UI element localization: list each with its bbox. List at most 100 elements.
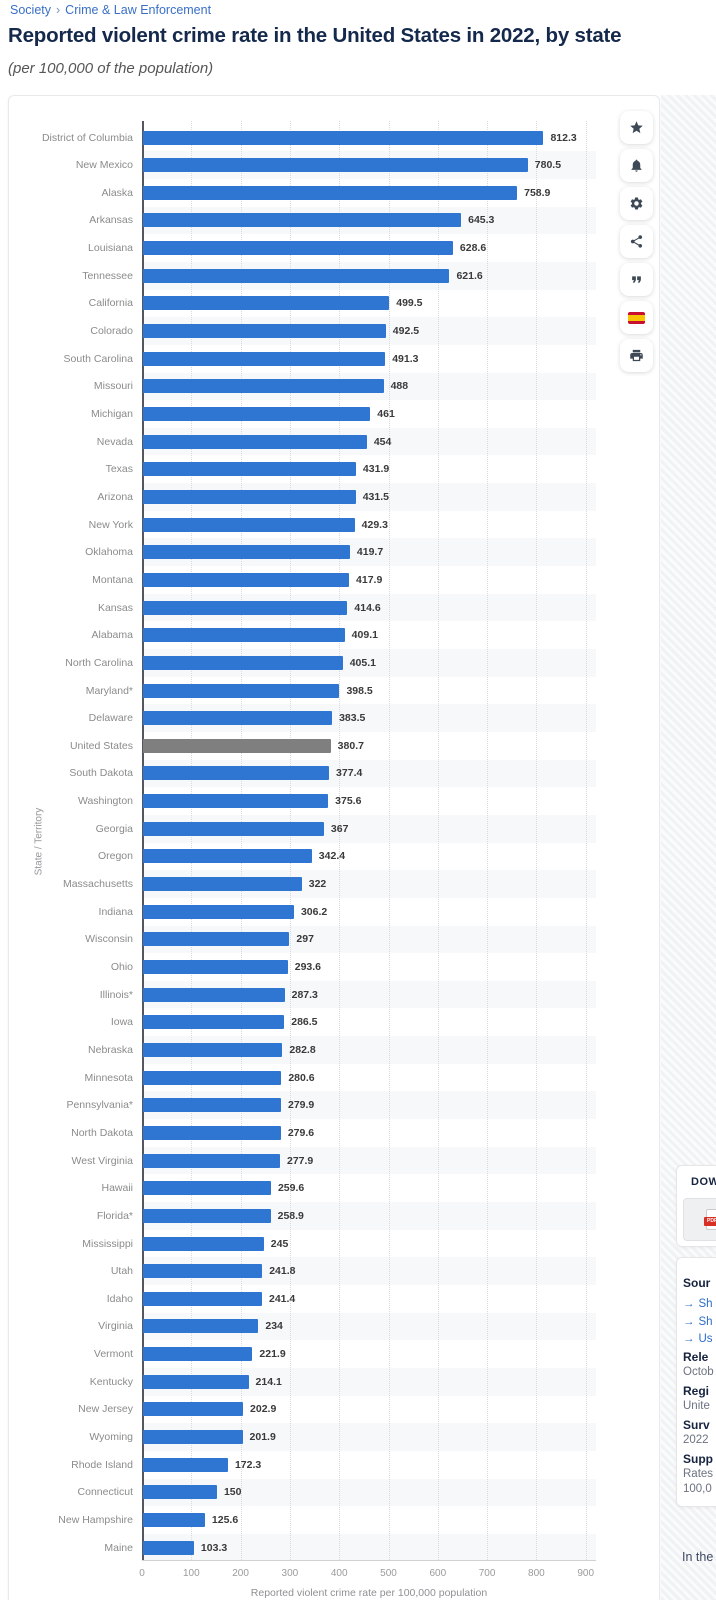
favorite-button[interactable] bbox=[620, 111, 653, 144]
bar-virginia[interactable] bbox=[143, 1319, 259, 1334]
category-label: South Carolina bbox=[63, 352, 133, 365]
detail-section-heading: Supp bbox=[683, 1452, 713, 1466]
bar-ohio[interactable] bbox=[143, 960, 288, 974]
bar-hawaii[interactable] bbox=[143, 1181, 271, 1196]
bar-indiana[interactable] bbox=[143, 904, 294, 919]
bar-kansas[interactable] bbox=[143, 600, 348, 615]
bar-wisconsin[interactable] bbox=[143, 932, 290, 947]
category-label: Minnesota bbox=[84, 1071, 133, 1084]
bar-north-carolina[interactable] bbox=[143, 655, 343, 670]
category-label: New Hampshire bbox=[58, 1514, 133, 1526]
bar-vermont[interactable] bbox=[143, 1347, 253, 1362]
category-label: Florida* bbox=[96, 1209, 133, 1222]
bar-south-carolina[interactable] bbox=[143, 351, 386, 366]
breadcrumb: Society › Crime & Law Enforcement bbox=[10, 3, 211, 17]
bar-idaho[interactable] bbox=[143, 1291, 262, 1306]
bar-iowa[interactable] bbox=[143, 1015, 285, 1030]
bar-minnesota[interactable] bbox=[143, 1070, 282, 1085]
print-button[interactable] bbox=[620, 339, 653, 372]
category-label: New Mexico bbox=[75, 159, 133, 172]
category-label: Indiana bbox=[98, 905, 133, 918]
bar-nebraska[interactable] bbox=[143, 1042, 283, 1057]
bar-louisiana[interactable] bbox=[143, 241, 453, 256]
value-label: 297 bbox=[296, 933, 314, 946]
source-link[interactable]: → Sh bbox=[683, 1315, 713, 1328]
category-label: Vermont bbox=[93, 1348, 133, 1361]
cite-button[interactable] bbox=[620, 263, 653, 296]
category-label: Rhode Island bbox=[71, 1458, 133, 1471]
value-label: 279.9 bbox=[287, 1099, 315, 1112]
breadcrumb-link-society[interactable]: Society bbox=[10, 3, 51, 17]
bar-illinois-[interactable] bbox=[143, 987, 285, 1002]
category-label: Massachusetts bbox=[62, 878, 133, 891]
bar-arkansas[interactable] bbox=[143, 213, 462, 228]
bar-new-mexico[interactable] bbox=[143, 158, 528, 173]
value-label: 221.9 bbox=[259, 1348, 286, 1361]
breadcrumb-link-crime-law-enforcement[interactable]: Crime & Law Enforcement bbox=[65, 3, 212, 17]
category-label: New Jersey bbox=[78, 1403, 133, 1416]
bar-washington[interactable] bbox=[143, 794, 329, 809]
bar-texas[interactable] bbox=[143, 462, 356, 477]
value-label: 491.3 bbox=[392, 352, 419, 365]
bar-delaware[interactable] bbox=[143, 711, 333, 726]
gridline-x-500 bbox=[388, 121, 390, 1560]
alerts-button[interactable] bbox=[620, 149, 653, 182]
row-band bbox=[142, 1478, 596, 1507]
category-label: Ohio bbox=[110, 961, 133, 973]
download-pdf-button[interactable]: PDF bbox=[683, 1198, 716, 1241]
bar-north-dakota[interactable] bbox=[143, 1125, 281, 1140]
bar-south-dakota[interactable] bbox=[143, 766, 330, 781]
bar-west-virginia[interactable] bbox=[143, 1153, 280, 1168]
bar-new-york[interactable] bbox=[143, 517, 355, 532]
value-label: 282.8 bbox=[289, 1043, 316, 1056]
value-label: 280.6 bbox=[288, 1071, 315, 1084]
bar-new-hampshire[interactable] bbox=[143, 1513, 205, 1527]
value-label: 431.9 bbox=[362, 463, 390, 476]
bar-utah[interactable] bbox=[143, 1264, 263, 1279]
bar-alabama[interactable] bbox=[143, 628, 345, 643]
bar-oregon[interactable] bbox=[143, 849, 312, 864]
bar-wyoming[interactable] bbox=[143, 1430, 243, 1445]
bar-rhode-island[interactable] bbox=[143, 1457, 228, 1472]
bar-oklahoma[interactable] bbox=[143, 545, 350, 560]
settings-button[interactable] bbox=[620, 187, 653, 220]
bar-united-states[interactable] bbox=[143, 738, 331, 753]
bar-mississippi[interactable] bbox=[143, 1236, 264, 1251]
bar-new-jersey[interactable] bbox=[143, 1402, 244, 1417]
value-label: 234 bbox=[265, 1320, 283, 1333]
bar-michigan[interactable] bbox=[143, 407, 371, 421]
value-label: 621.6 bbox=[456, 269, 483, 282]
bar-colorado[interactable] bbox=[143, 324, 386, 339]
share-button[interactable] bbox=[620, 225, 653, 258]
x-tick-label: 500 bbox=[380, 1567, 397, 1579]
bar-massachusetts[interactable] bbox=[143, 877, 302, 892]
language-spain-button[interactable] bbox=[620, 301, 653, 334]
detail-section-heading: Surv bbox=[683, 1418, 710, 1432]
bar-maine[interactable] bbox=[143, 1540, 194, 1555]
bar-pennsylvania-[interactable] bbox=[143, 1098, 281, 1113]
bar-missouri[interactable] bbox=[143, 379, 384, 394]
source-link[interactable]: → Sh bbox=[683, 1298, 713, 1310]
category-label: Missouri bbox=[93, 380, 133, 393]
category-label: Connecticut bbox=[77, 1486, 133, 1499]
bar-district-of-columbia[interactable] bbox=[143, 130, 544, 145]
category-label: Delaware bbox=[88, 712, 133, 725]
category-label: Washington bbox=[77, 795, 133, 808]
bar-florida-[interactable] bbox=[143, 1208, 271, 1223]
link-arrow-icon: → bbox=[683, 1298, 695, 1310]
source-link[interactable]: → Us bbox=[683, 1333, 713, 1345]
category-label: Michigan bbox=[90, 408, 133, 420]
bar-kentucky[interactable] bbox=[143, 1374, 249, 1389]
bar-montana[interactable] bbox=[143, 572, 350, 587]
bar-tennessee[interactable] bbox=[143, 268, 450, 283]
bar-california[interactable] bbox=[143, 296, 390, 311]
category-label: Hawaii bbox=[101, 1182, 133, 1195]
bar-georgia[interactable] bbox=[143, 821, 324, 836]
bar-arizona[interactable] bbox=[143, 489, 356, 504]
bar-maryland-[interactable] bbox=[143, 683, 340, 698]
value-label: 279.6 bbox=[287, 1126, 315, 1139]
bar-alaska[interactable] bbox=[143, 185, 518, 200]
bar-nevada[interactable] bbox=[143, 434, 367, 449]
category-label: California bbox=[88, 297, 133, 310]
bar-connecticut[interactable] bbox=[143, 1485, 217, 1500]
